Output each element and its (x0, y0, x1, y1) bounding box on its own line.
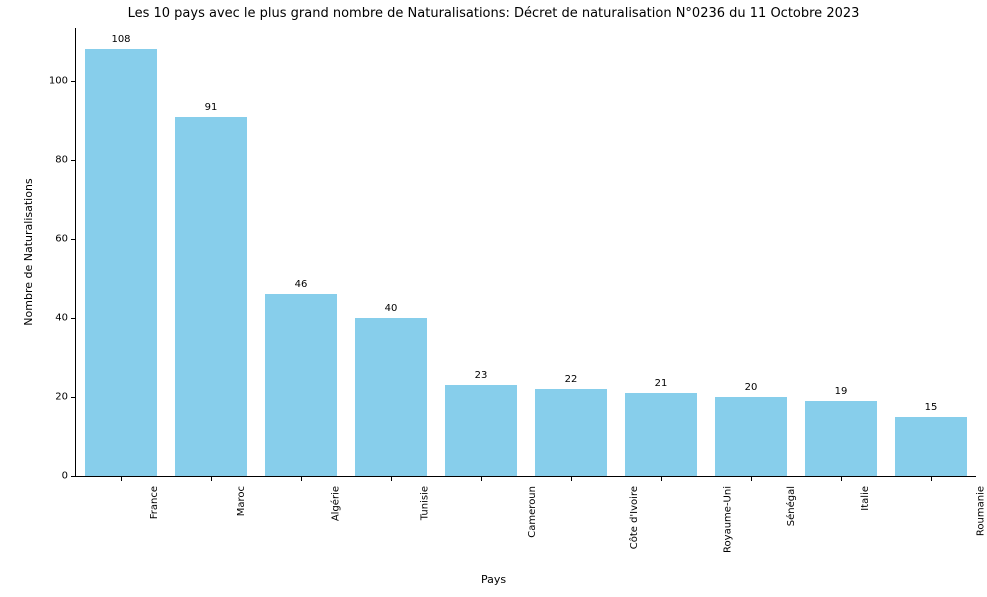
bar (535, 389, 607, 476)
xtick-label: Maroc (236, 486, 247, 516)
xtick-mark (211, 476, 212, 481)
bar (355, 318, 427, 476)
ytick-mark (71, 81, 76, 82)
xtick-mark (481, 476, 482, 481)
bar (85, 49, 157, 476)
xtick-mark (751, 476, 752, 481)
xtick-mark (571, 476, 572, 481)
bar-value-label: 22 (565, 374, 578, 385)
bar (445, 385, 517, 476)
ytick-mark (71, 239, 76, 240)
xtick-mark (841, 476, 842, 481)
y-axis-label: Nombre de Naturalisations (22, 28, 35, 476)
ytick-label: 80 (28, 154, 68, 165)
xtick-label: Algérie (331, 486, 342, 521)
bar (715, 397, 787, 476)
xtick-mark (391, 476, 392, 481)
bar-value-label: 21 (655, 378, 668, 389)
bar-value-label: 91 (205, 102, 218, 113)
bar-value-label: 46 (295, 279, 308, 290)
bar-value-label: 23 (475, 370, 488, 381)
bar-value-label: 20 (745, 382, 758, 393)
xtick-mark (301, 476, 302, 481)
xtick-label: Roumanie (976, 486, 987, 536)
xtick-mark (121, 476, 122, 481)
xtick-label: Italie (860, 486, 871, 511)
bar (175, 117, 247, 477)
bar-value-label: 19 (835, 386, 848, 397)
bar (265, 294, 337, 476)
ytick-mark (71, 318, 76, 319)
ytick-label: 60 (28, 233, 68, 244)
ytick-label: 0 (28, 471, 68, 482)
bar-value-label: 15 (925, 402, 938, 413)
xtick-label: Royaume-Uni (722, 486, 733, 553)
ytick-mark (71, 160, 76, 161)
bar-value-label: 40 (385, 303, 398, 314)
x-axis-label: Pays (0, 573, 987, 586)
xtick-label: Tunisie (420, 486, 431, 520)
chart-title: Les 10 pays avec le plus grand nombre de… (0, 6, 987, 21)
ytick-label: 100 (28, 75, 68, 86)
chart-container: Les 10 pays avec le plus grand nombre de… (0, 0, 987, 597)
ytick-mark (71, 397, 76, 398)
xtick-label: Sénégal (786, 486, 797, 526)
ytick-mark (71, 476, 76, 477)
xtick-mark (931, 476, 932, 481)
plot-area: 020406080100108France91Maroc46Algérie40T… (75, 28, 976, 477)
xtick-mark (661, 476, 662, 481)
ytick-label: 40 (28, 312, 68, 323)
ytick-label: 20 (28, 391, 68, 402)
bar (895, 417, 967, 476)
xtick-label: Côte d'Ivoire (629, 486, 640, 549)
xtick-label: Cameroun (527, 486, 538, 538)
bar (805, 401, 877, 476)
bar (625, 393, 697, 476)
xtick-label: France (149, 486, 160, 519)
bar-value-label: 108 (111, 34, 130, 45)
